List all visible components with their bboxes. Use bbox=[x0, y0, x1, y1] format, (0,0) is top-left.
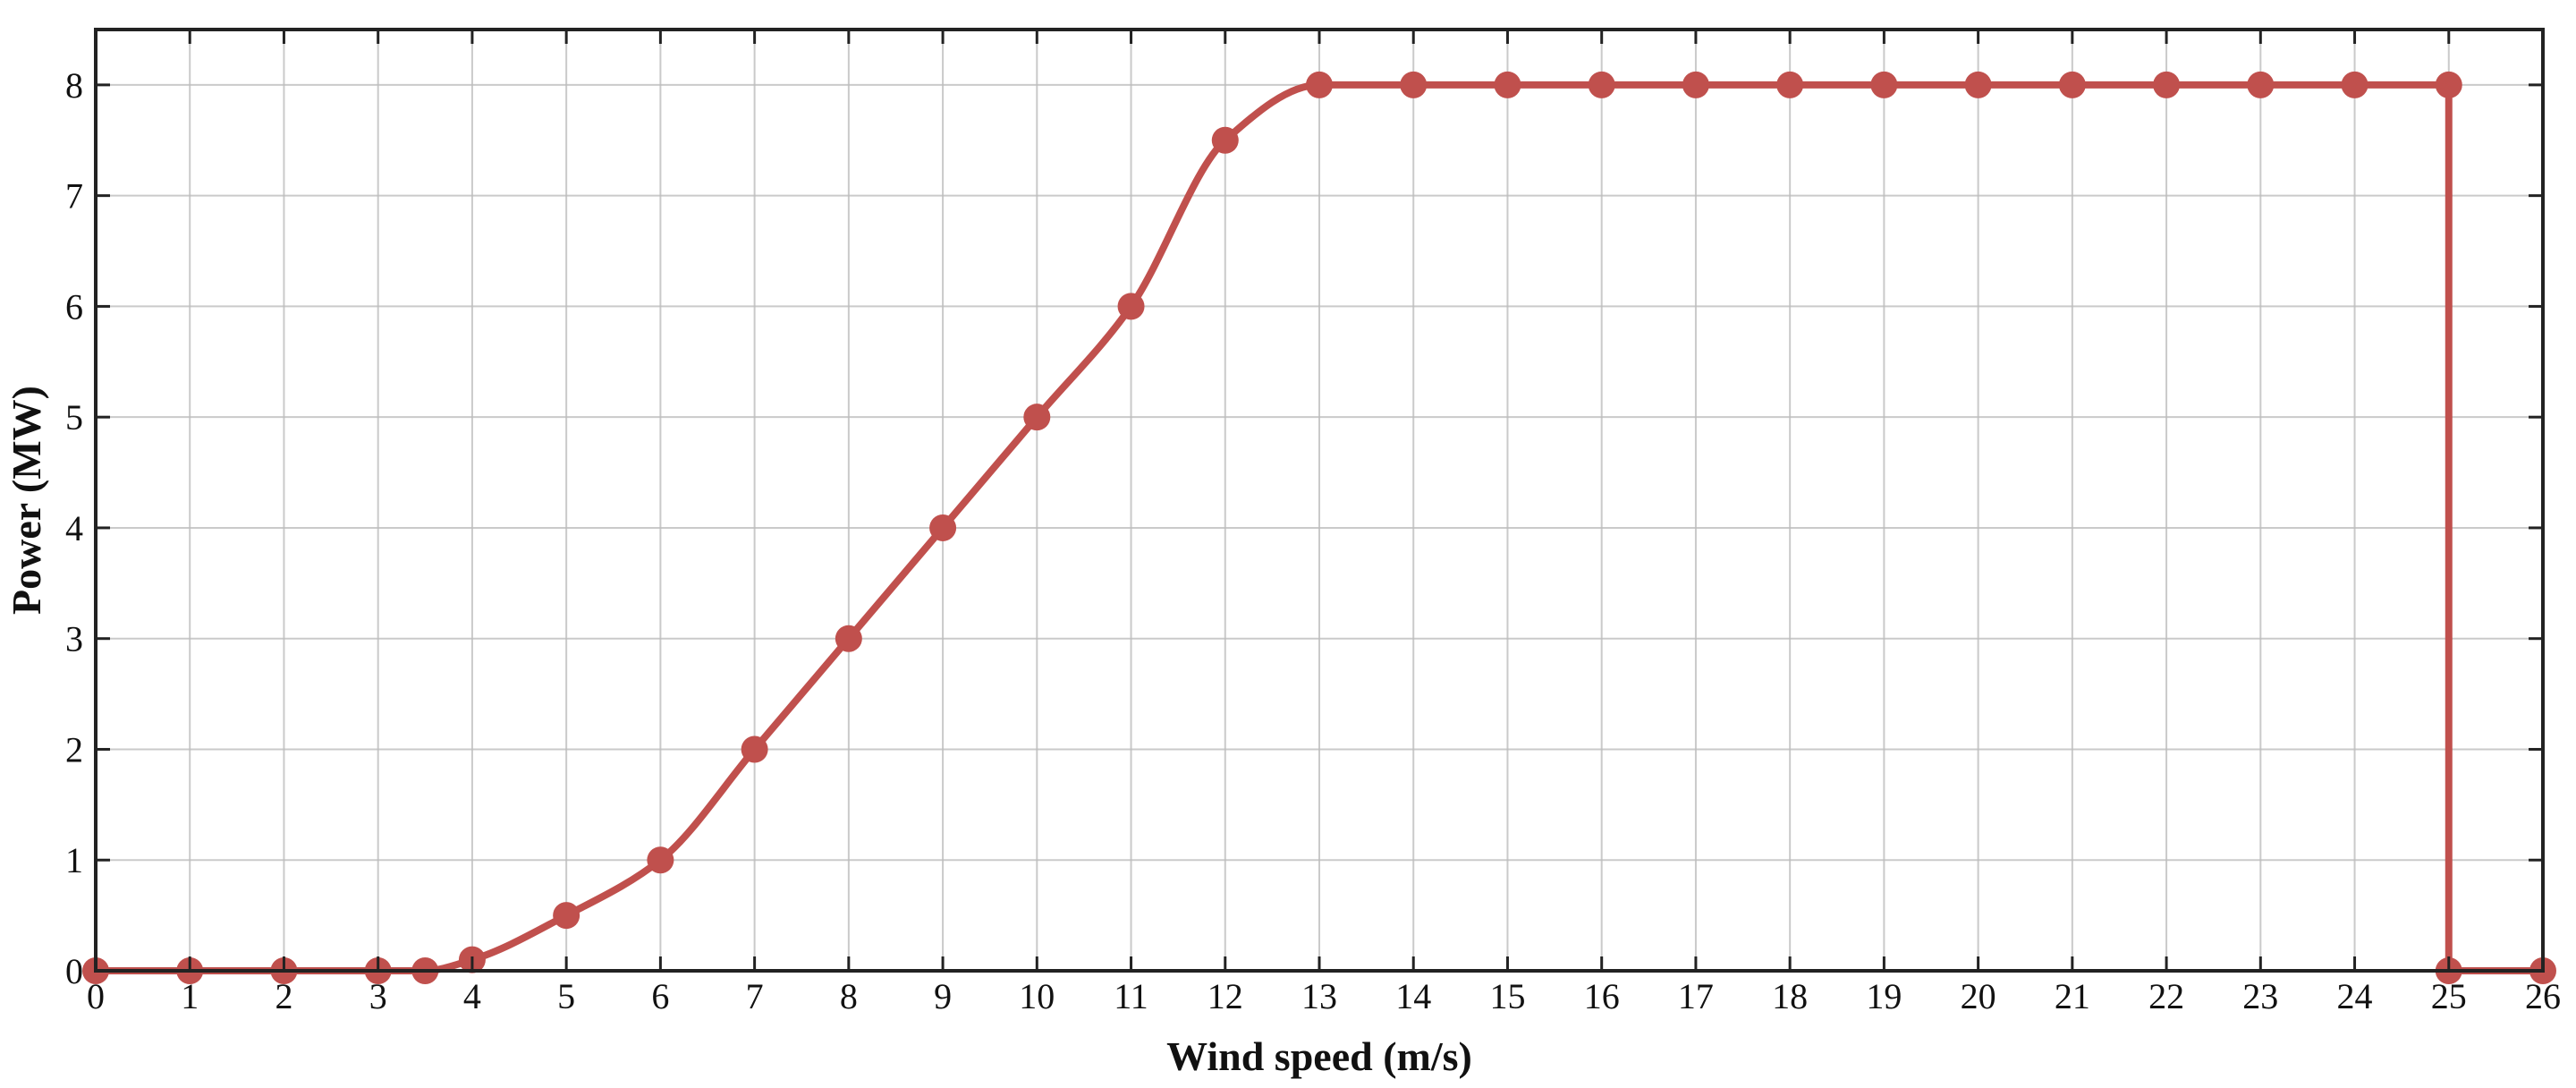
data-point-marker bbox=[1776, 71, 1804, 98]
data-point-marker bbox=[2153, 71, 2181, 98]
x-tick-label: 24 bbox=[2337, 976, 2373, 1016]
x-tick-label: 17 bbox=[1678, 976, 1714, 1016]
data-point-marker bbox=[1682, 71, 1709, 98]
x-tick-label: 19 bbox=[1866, 976, 1902, 1016]
x-tick-label: 1 bbox=[181, 976, 199, 1016]
x-axis-label: Wind speed (m/s) bbox=[1166, 1033, 1472, 1079]
data-point-marker bbox=[1588, 71, 1615, 98]
y-tick-label: 6 bbox=[65, 286, 83, 327]
y-tick-label: 8 bbox=[65, 65, 83, 106]
axis-ticks bbox=[94, 30, 2545, 973]
grid-lines bbox=[96, 30, 2543, 971]
series-layer bbox=[82, 71, 2556, 984]
data-point-marker bbox=[2058, 71, 2086, 98]
data-point-marker bbox=[1211, 126, 1239, 154]
x-tick-label: 4 bbox=[463, 976, 481, 1016]
x-tick-label: 25 bbox=[2431, 976, 2467, 1016]
x-tick-label: 20 bbox=[1961, 976, 1996, 1016]
x-tick-label: 2 bbox=[275, 976, 292, 1016]
data-point-marker bbox=[553, 902, 580, 930]
tick-labels: 0 1 2 3 4 5 6 7 8 9 10 11 12 13 14 15 16 17 18 19 20 21 22 23 24… bbox=[65, 65, 2561, 1016]
y-tick-label: 7 bbox=[65, 176, 83, 217]
y-tick-label: 4 bbox=[65, 508, 83, 548]
y-tick-label: 0 bbox=[65, 951, 83, 991]
data-point-marker bbox=[2435, 71, 2462, 98]
x-tick-label: 16 bbox=[1584, 976, 1620, 1016]
y-tick-label: 2 bbox=[65, 729, 83, 769]
data-point-marker bbox=[1306, 71, 1333, 98]
x-tick-label: 21 bbox=[2055, 976, 2090, 1016]
x-tick-label: 9 bbox=[934, 976, 952, 1016]
x-tick-label: 6 bbox=[651, 976, 669, 1016]
data-point-marker bbox=[647, 846, 674, 874]
x-tick-label: 5 bbox=[557, 976, 575, 1016]
data-point-marker bbox=[835, 625, 862, 652]
data-point-marker bbox=[1870, 71, 1898, 98]
x-tick-label: 23 bbox=[2242, 976, 2278, 1016]
x-tick-label: 0 bbox=[87, 976, 105, 1016]
data-point-marker bbox=[1494, 71, 1521, 98]
data-point-marker bbox=[1117, 293, 1145, 320]
x-tick-label: 26 bbox=[2525, 976, 2561, 1016]
x-tick-label: 11 bbox=[1114, 976, 1148, 1016]
x-tick-label: 22 bbox=[2148, 976, 2184, 1016]
data-point-marker bbox=[1400, 71, 1428, 98]
x-tick-label: 12 bbox=[1208, 976, 1243, 1016]
y-axis-label: Power (MW) bbox=[4, 386, 49, 615]
x-tick-label: 18 bbox=[1772, 976, 1808, 1016]
y-tick-label: 3 bbox=[65, 619, 83, 659]
x-tick-label: 8 bbox=[840, 976, 858, 1016]
x-tick-label: 15 bbox=[1489, 976, 1525, 1016]
data-point-marker bbox=[2341, 71, 2368, 98]
x-tick-label: 10 bbox=[1019, 976, 1055, 1016]
data-point-marker bbox=[1964, 71, 1992, 98]
x-tick-label: 3 bbox=[369, 976, 387, 1016]
data-point-marker bbox=[1023, 404, 1051, 431]
data-point-marker bbox=[741, 735, 768, 763]
x-tick-label: 13 bbox=[1301, 976, 1337, 1016]
data-point-marker bbox=[929, 514, 957, 541]
x-tick-label: 7 bbox=[746, 976, 764, 1016]
x-tick-label: 14 bbox=[1395, 976, 1431, 1016]
y-tick-label: 1 bbox=[65, 840, 83, 880]
data-point-marker bbox=[2247, 71, 2275, 98]
y-tick-label: 5 bbox=[65, 397, 83, 438]
